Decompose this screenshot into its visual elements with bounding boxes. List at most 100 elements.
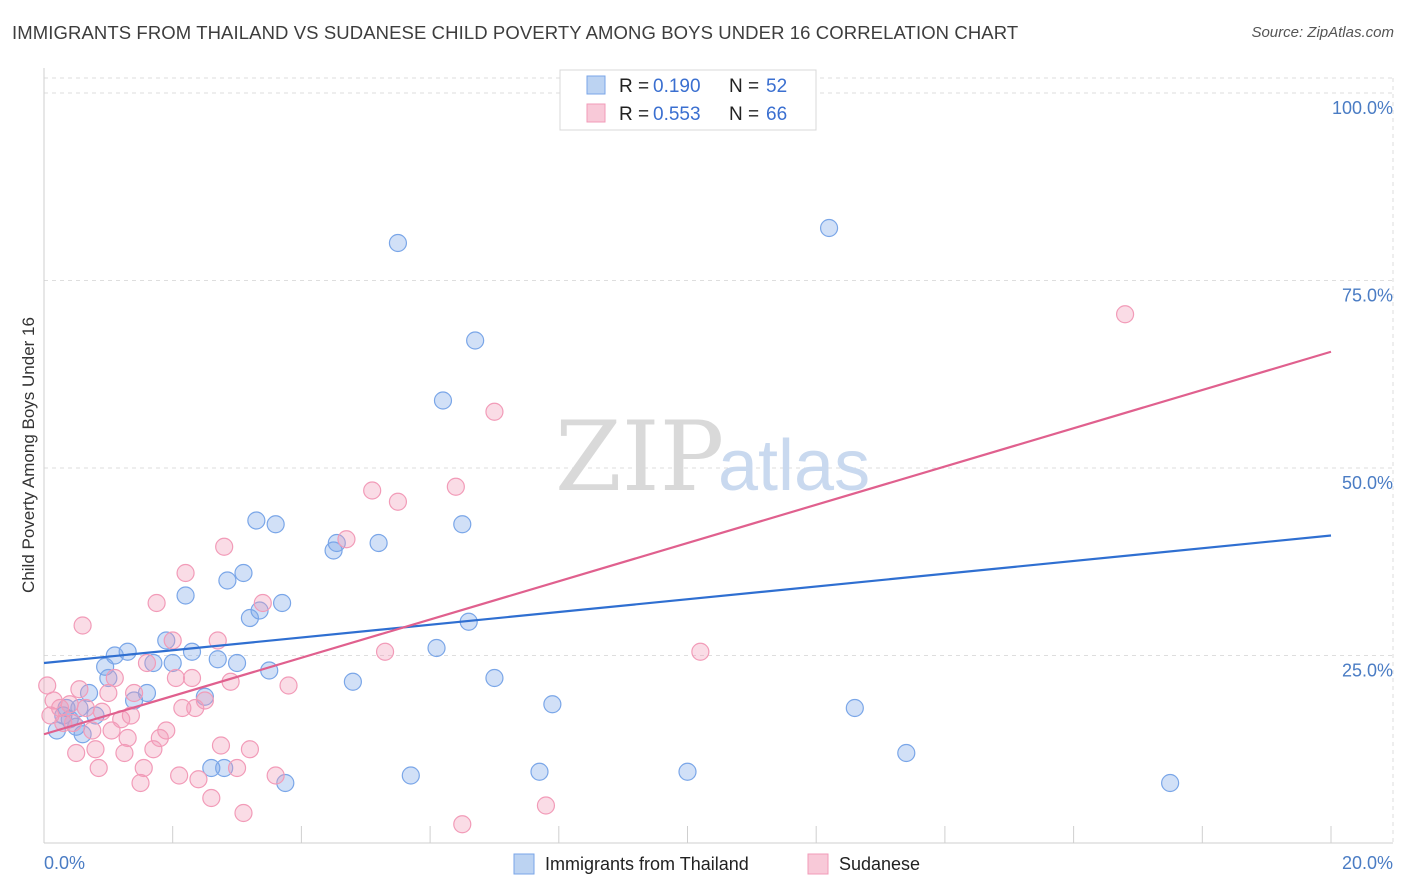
data-point <box>89 758 108 778</box>
data-point <box>99 668 118 688</box>
data-point <box>427 638 446 658</box>
trend-line-0 <box>43 534 1332 665</box>
data-point <box>189 770 208 789</box>
data-point <box>163 653 182 673</box>
y-axis-label: Child Poverty Among Boys Under 16 <box>19 317 38 593</box>
stats-r-value-thailand: 0.190 <box>653 76 701 97</box>
data-point <box>343 672 362 691</box>
data-point <box>211 736 231 755</box>
data-point <box>70 680 89 699</box>
data-point <box>247 511 266 530</box>
x-tick-min: 0.0% <box>44 853 85 873</box>
data-point <box>176 563 195 583</box>
data-point <box>67 743 86 763</box>
data-point <box>105 668 124 688</box>
data-point <box>234 563 253 583</box>
data-point <box>99 683 118 703</box>
data-point <box>50 698 70 718</box>
data-point <box>272 593 292 613</box>
data-point <box>819 218 839 238</box>
data-point <box>240 740 260 759</box>
legend-swatch-sudanese <box>807 853 829 875</box>
stats-swatch-sudanese <box>586 103 606 123</box>
data-point <box>215 758 234 778</box>
data-point <box>73 616 92 635</box>
data-point <box>678 762 697 781</box>
data-point <box>691 642 710 661</box>
legend-label-thailand: Immigrants from Thailand <box>545 854 749 874</box>
watermark-zip: ZIP <box>555 401 724 513</box>
data-point <box>144 740 163 759</box>
data-point <box>157 631 176 650</box>
data-point <box>266 766 285 785</box>
legend-label-sudanese: Sudanese <box>839 854 920 874</box>
data-point <box>83 721 102 740</box>
stats-n-label-thailand: N = <box>729 76 759 97</box>
data-point <box>163 631 182 650</box>
data-point <box>276 773 295 793</box>
chart-title: IMMIGRANTS FROM THAILAND VS SUDANESE CHI… <box>12 22 1019 43</box>
data-point <box>166 668 186 688</box>
data-point <box>38 676 57 695</box>
data-point <box>144 653 163 673</box>
data-point <box>369 533 388 553</box>
stats-swatch-thailand <box>586 75 606 95</box>
data-points <box>38 218 1180 834</box>
data-point <box>234 803 253 823</box>
stats-n-value-sudanese: 66 <box>766 104 787 125</box>
data-point <box>86 740 105 759</box>
data-point <box>363 481 382 500</box>
data-point <box>208 650 227 669</box>
data-point <box>453 515 472 534</box>
data-point <box>485 668 504 688</box>
data-point <box>60 695 79 714</box>
y-tick-label-25: 25.0% <box>1342 661 1393 681</box>
data-point <box>327 533 346 553</box>
data-point <box>337 530 356 549</box>
trend-line-1 <box>43 350 1332 736</box>
stats-legend: R = 0.190 N = 52 R = 0.553 N = 66 <box>559 69 817 131</box>
y-tick-label-50: 50.0% <box>1342 473 1393 493</box>
data-point <box>147 593 166 613</box>
y-tick-label-100: 100.0% <box>1332 98 1393 118</box>
data-point <box>266 515 285 534</box>
data-point <box>279 676 298 695</box>
data-point <box>170 766 189 785</box>
data-point <box>137 653 157 673</box>
data-point <box>79 683 99 703</box>
data-point <box>202 788 221 808</box>
data-point <box>530 762 549 781</box>
data-point <box>124 683 144 703</box>
data-point <box>118 642 137 661</box>
data-point <box>897 743 916 763</box>
data-point <box>466 331 485 350</box>
x-tick-max: 20.0% <box>1342 853 1393 873</box>
data-point <box>375 642 395 661</box>
data-point <box>485 402 504 421</box>
trend-lines <box>43 350 1332 736</box>
stats-r-label-thailand: R = <box>619 76 649 97</box>
data-point <box>536 796 556 815</box>
data-point <box>182 668 202 688</box>
data-point <box>186 698 205 718</box>
data-point <box>401 766 420 785</box>
data-point <box>453 815 472 834</box>
watermark: ZIP atlas <box>555 401 870 513</box>
data-point <box>134 758 153 778</box>
data-point <box>176 586 195 605</box>
data-point <box>182 642 202 661</box>
stats-r-value-sudanese: 0.553 <box>653 104 701 125</box>
series-legend: Immigrants from Thailand Sudanese <box>513 853 920 875</box>
data-point <box>157 721 176 740</box>
data-point <box>70 698 89 718</box>
legend-swatch-thailand <box>513 853 535 875</box>
data-point <box>1161 773 1180 793</box>
stats-n-value-thailand: 52 <box>766 76 787 97</box>
data-point <box>173 698 192 718</box>
source-credit: Source: ZipAtlas.com <box>1251 24 1394 41</box>
series-points-0 <box>47 218 1180 793</box>
series-points-1 <box>38 305 1135 834</box>
data-point <box>543 695 562 714</box>
data-point <box>845 698 864 718</box>
